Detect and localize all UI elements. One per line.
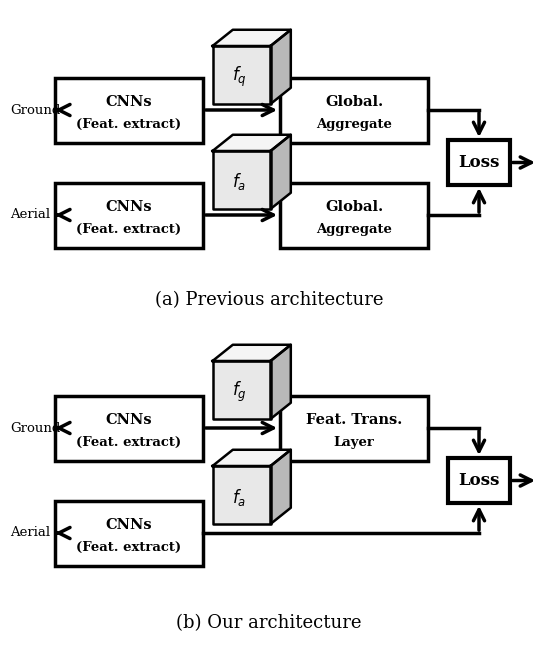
Polygon shape — [213, 345, 291, 361]
Bar — [448, 458, 510, 503]
Bar — [55, 501, 203, 565]
Bar — [55, 183, 203, 247]
Text: Feat. Trans.: Feat. Trans. — [306, 413, 402, 426]
Polygon shape — [271, 30, 291, 104]
Polygon shape — [213, 135, 291, 151]
Text: Aggregate: Aggregate — [316, 118, 392, 130]
Text: $f_{a}$: $f_{a}$ — [232, 171, 246, 193]
Text: (Feat. extract): (Feat. extract) — [76, 436, 181, 449]
Text: Global.: Global. — [325, 200, 383, 214]
Bar — [55, 78, 203, 143]
Text: Loss: Loss — [458, 154, 500, 171]
Text: (a) Previous architecture: (a) Previous architecture — [155, 291, 383, 309]
Bar — [280, 183, 428, 247]
Polygon shape — [271, 135, 291, 209]
Text: CNNs: CNNs — [105, 517, 152, 532]
Text: $f_{g}$: $f_{g}$ — [232, 380, 247, 404]
Text: Aerial: Aerial — [10, 526, 50, 539]
Text: (Feat. extract): (Feat. extract) — [76, 118, 181, 130]
Text: CNNs: CNNs — [105, 94, 152, 109]
Text: Aerial: Aerial — [10, 209, 50, 222]
Polygon shape — [271, 345, 291, 419]
Bar — [55, 395, 203, 461]
Text: $f_{q}$: $f_{q}$ — [232, 65, 247, 89]
Bar — [448, 140, 510, 185]
Polygon shape — [213, 46, 271, 104]
Bar — [280, 395, 428, 461]
Text: (Feat. extract): (Feat. extract) — [76, 223, 181, 236]
Text: $f_{a}$: $f_{a}$ — [232, 486, 246, 508]
Text: Loss: Loss — [458, 472, 500, 489]
Text: Ground: Ground — [10, 421, 60, 435]
Polygon shape — [213, 151, 271, 209]
Text: (Feat. extract): (Feat. extract) — [76, 541, 181, 554]
Text: Aggregate: Aggregate — [316, 223, 392, 236]
Text: (b) Our architecture: (b) Our architecture — [176, 614, 362, 632]
Polygon shape — [213, 466, 271, 524]
Text: CNNs: CNNs — [105, 200, 152, 214]
Text: CNNs: CNNs — [105, 413, 152, 426]
Polygon shape — [213, 30, 291, 46]
Text: Global.: Global. — [325, 94, 383, 109]
Polygon shape — [213, 450, 291, 466]
Bar — [280, 78, 428, 143]
Polygon shape — [271, 450, 291, 524]
Text: Layer: Layer — [334, 436, 374, 449]
Polygon shape — [213, 361, 271, 419]
Text: Ground: Ground — [10, 103, 60, 116]
